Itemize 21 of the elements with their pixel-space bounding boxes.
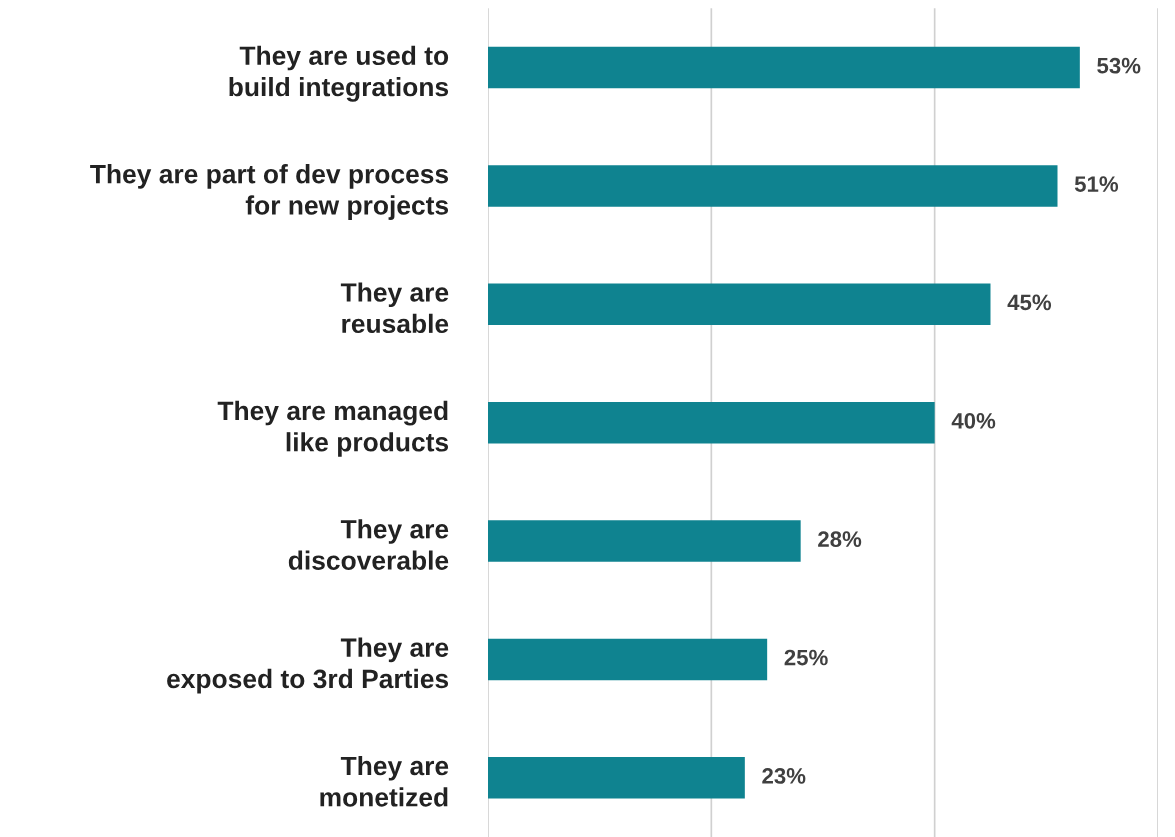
bar (488, 165, 1058, 207)
bar (488, 520, 801, 562)
data-label: 25% (784, 649, 828, 666)
data-label: 40% (951, 412, 996, 429)
y-tick-label: They are part of dev process for new projects (90, 164, 449, 220)
bar (488, 283, 991, 326)
data-label: 28% (818, 531, 862, 548)
data-label: 53% (1097, 57, 1141, 74)
y-tick-label: They are exposed to 3rd Parties (167, 637, 449, 694)
y-tick-label: They are discoverable (288, 519, 449, 570)
bar (488, 401, 935, 444)
bar (488, 757, 745, 799)
data-label: 51% (1074, 176, 1119, 192)
data-label: 45% (1007, 294, 1052, 311)
y-tick-label: They are used to build integrations (229, 45, 449, 102)
y-tick-label: They are managed like products (217, 400, 449, 457)
bar (488, 46, 1080, 89)
y-tick-label: They are reusable (340, 282, 449, 334)
data-label: 23% (762, 768, 806, 784)
y-tick-label: They are monetized (320, 755, 449, 807)
bar (488, 638, 768, 681)
